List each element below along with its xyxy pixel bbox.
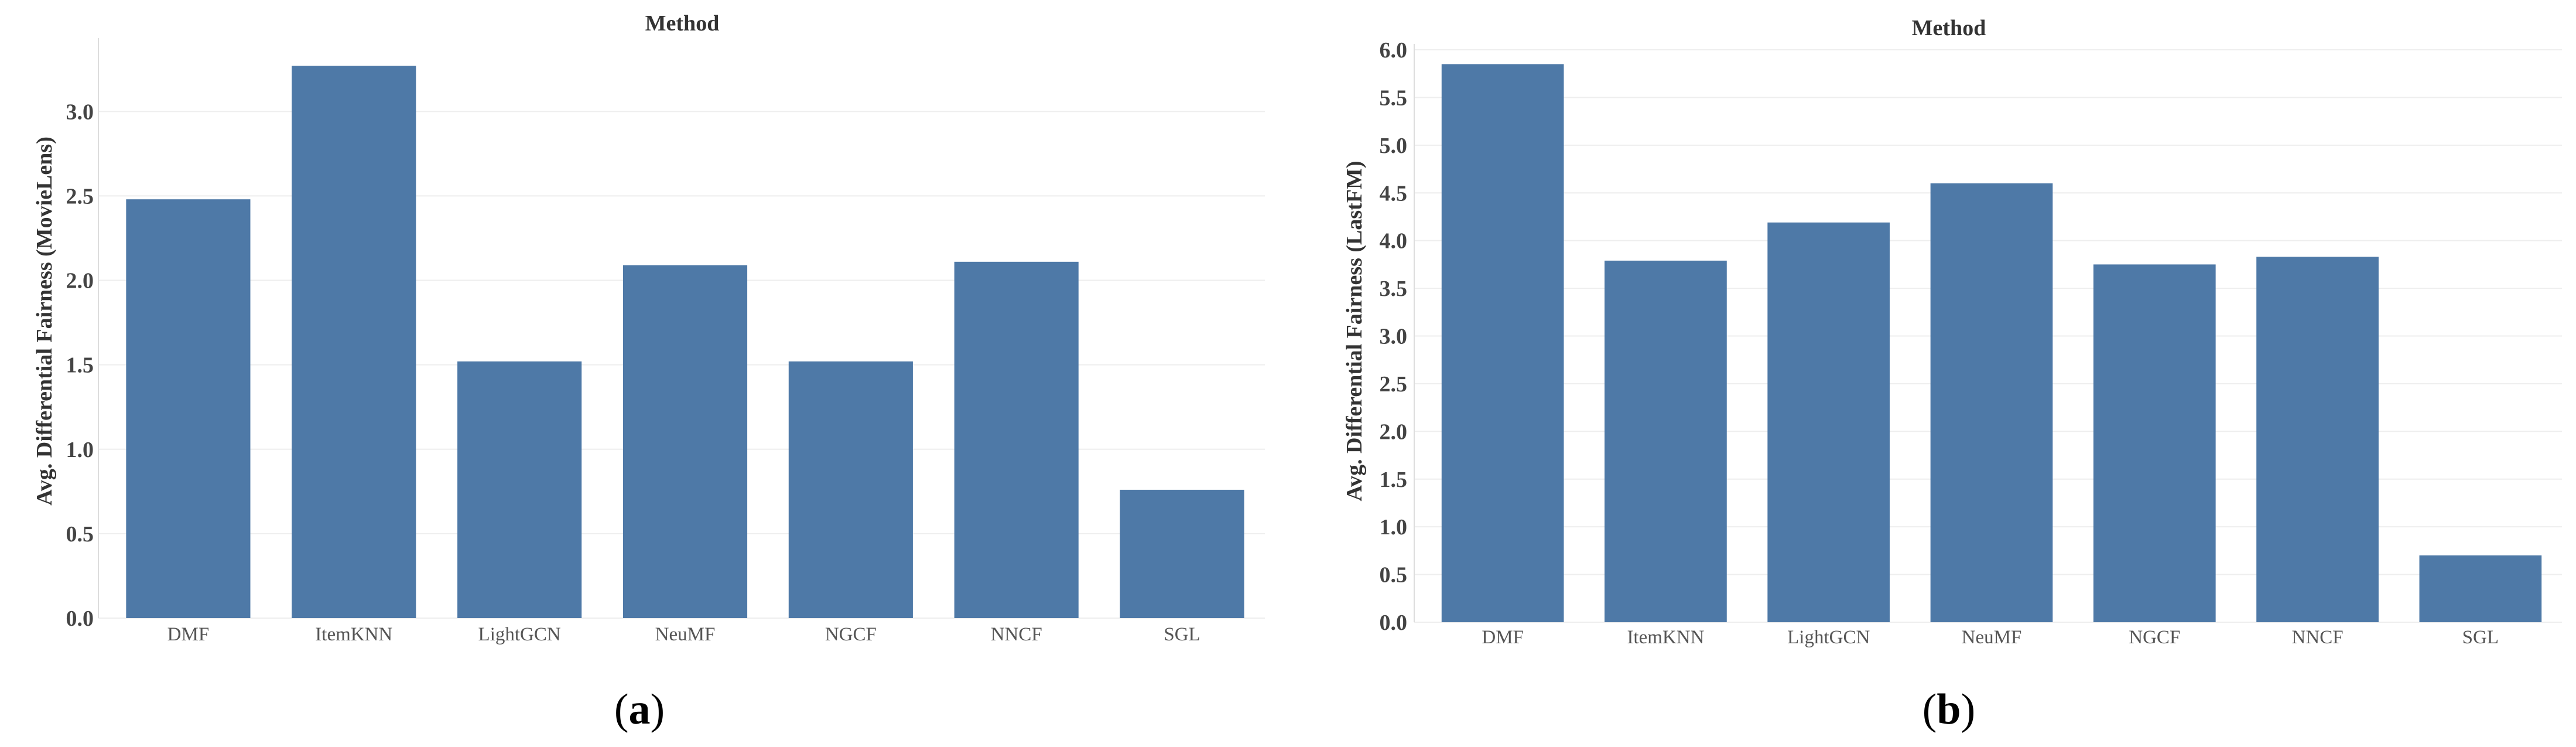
x-axis-ticks: DMF ItemKNN LightGCN NeuMF NGCF NNCF SGL (167, 624, 1200, 645)
y-tick-label: 5.0 (1380, 134, 1408, 158)
x-tick-label: DMF (167, 624, 210, 645)
x-tick-label: DMF (1482, 627, 1524, 648)
x-tick-label: NNCF (991, 624, 1042, 645)
bar-lightgcn (1767, 222, 1890, 622)
bar-neumf (1930, 183, 2053, 622)
bar-sgl (1120, 489, 1244, 618)
y-tick-label: 5.5 (1380, 86, 1408, 110)
chart-title: Method (1912, 16, 1986, 40)
x-tick-label: NNCF (2292, 627, 2344, 648)
x-tick-label: ItemKNN (315, 624, 392, 645)
x-tick-label: LightGCN (1787, 627, 1870, 648)
y-tick-label: 2.5 (1380, 372, 1408, 397)
bar-itemknn (292, 66, 416, 619)
y-tick-label: 6.0 (1380, 38, 1408, 63)
x-tick-label: NGCF (2129, 627, 2180, 648)
caption-open-paren: ( (1922, 685, 1937, 734)
y-tick-label: 0.5 (66, 522, 94, 547)
subfigure-caption: (a) (614, 685, 665, 734)
bar-neumf (622, 265, 748, 618)
y-tick-label: 4.5 (1380, 181, 1408, 206)
y-tick-label: 1.5 (1380, 468, 1408, 492)
bar-dmf (1441, 64, 1564, 623)
subfigure-caption: (b) (1922, 685, 1975, 734)
y-tick-label: 0.0 (1380, 610, 1408, 635)
x-tick-label: NGCF (825, 624, 877, 645)
caption-open-paren: ( (614, 685, 629, 734)
bar-lightgcn (457, 361, 582, 618)
y-tick-label: 2.0 (66, 269, 94, 294)
chart-panel-a: Method 0.0 0.5 1.0 1.5 2.0 2.5 3.0 DMF ItemKNN L… (32, 11, 1265, 734)
x-tick-label: ItemKNN (1627, 627, 1704, 648)
caption-letter: b (1937, 685, 1961, 734)
y-tick-label: 2.0 (1380, 419, 1408, 444)
caption-letter: a (629, 685, 651, 734)
y-tick-label: 2.5 (66, 184, 94, 209)
bar-sgl (2419, 555, 2542, 622)
x-tick-label: NeuMF (1962, 627, 2022, 648)
y-tick-label: 1.0 (1380, 515, 1408, 540)
bar-dmf (126, 199, 251, 618)
chart-panel-b: Method 0.0 0.5 1.0 1.5 2.0 2.5 3.0 3.5 4.0 4.5 5.0… (1342, 16, 2562, 734)
x-tick-label: SGL (1164, 624, 1200, 645)
y-axis-ticks: 0.0 0.5 1.0 1.5 2.0 2.5 3.0 3.5 4.0 4.5 5.0 5.5 6.0 (1380, 38, 1408, 635)
chart-title: Method (645, 11, 720, 36)
bar-nncf (954, 261, 1079, 619)
caption-close-paren: ) (651, 685, 665, 734)
y-axis-label: Avg. Differential Fairness (LastFM) (1342, 161, 1367, 501)
x-axis-ticks: DMF ItemKNN LightGCN NeuMF NGCF NNCF SGL (1482, 627, 2499, 648)
bar-ngcf (788, 361, 913, 618)
y-tick-label: 3.5 (1380, 277, 1408, 301)
y-tick-label: 3.0 (1380, 325, 1408, 349)
y-tick-label: 1.5 (66, 353, 94, 378)
y-tick-label: 0.5 (1380, 563, 1408, 588)
caption-close-paren: ) (1961, 685, 1976, 734)
bar-ngcf (2093, 264, 2216, 622)
x-tick-label: NeuMF (655, 624, 716, 645)
y-tick-label: 3.0 (66, 100, 94, 124)
y-axis-ticks: 0.0 0.5 1.0 1.5 2.0 2.5 3.0 (66, 100, 94, 631)
x-tick-label: LightGCN (478, 624, 561, 645)
bars (1441, 64, 2542, 623)
bar-nncf (2256, 257, 2379, 622)
x-tick-label: SGL (2462, 627, 2499, 648)
y-axis-label: Avg. Differential Fairness (MovieLens) (32, 137, 57, 506)
y-tick-label: 4.0 (1380, 229, 1408, 254)
bar-itemknn (1605, 260, 1727, 622)
bars (126, 66, 1244, 619)
y-tick-label: 1.0 (66, 438, 94, 462)
y-tick-label: 0.0 (66, 606, 94, 631)
